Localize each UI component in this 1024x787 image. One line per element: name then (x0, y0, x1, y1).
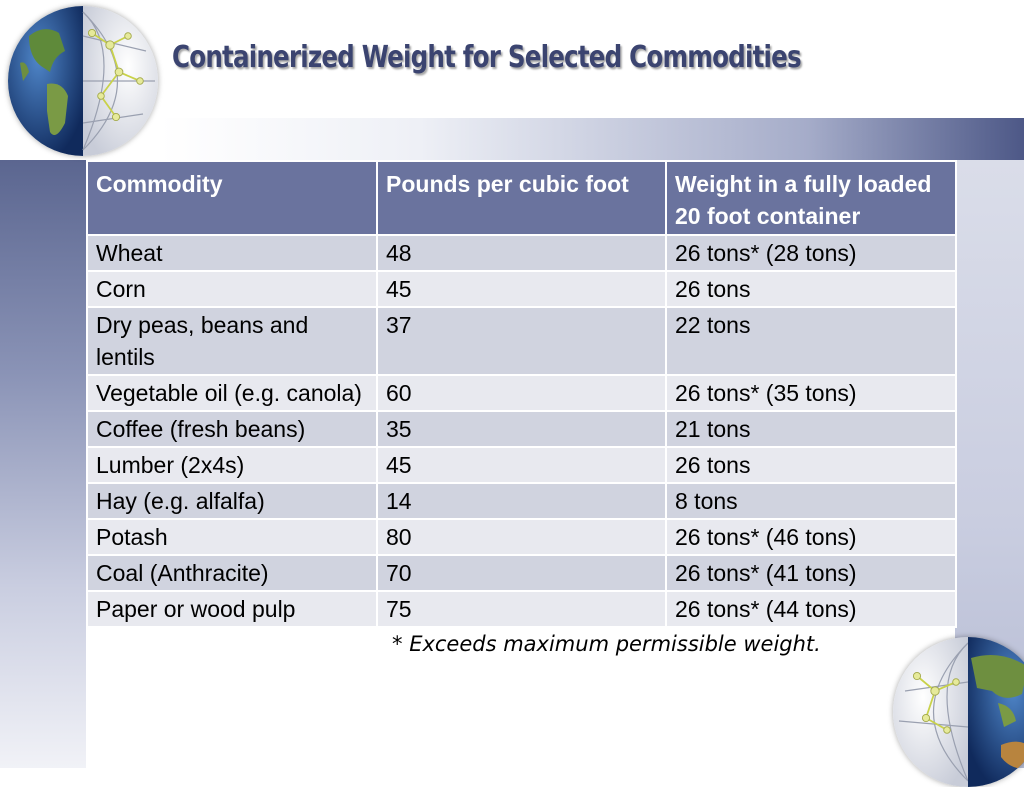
commodity-cell: Coal (Anthracite) (86, 554, 378, 592)
commodity-cell: Wheat (86, 234, 378, 272)
density-cell: 75 (376, 590, 667, 628)
header-pounds-per-cubic-foot: Pounds per cubic foot (376, 160, 667, 236)
slide-title: Containerized Weight for Selected Commod… (172, 40, 802, 75)
weight-cell: 26 tons (665, 270, 957, 308)
table-row: Wheat 48 26 tons* (28 tons) (86, 234, 957, 272)
weight-cell: 26 tons* (28 tons) (665, 234, 957, 272)
weight-cell: 26 tons* (46 tons) (665, 518, 957, 556)
weight-cell: 8 tons (665, 482, 957, 520)
table-row: Dry peas, beans and lentils 37 22 tons (86, 306, 957, 376)
density-cell: 14 (376, 482, 667, 520)
header-container-weight: Weight in a fully loaded 20 foot contain… (665, 160, 957, 236)
density-cell: 70 (376, 554, 667, 592)
table-row: Corn 45 26 tons (86, 270, 957, 308)
weight-cell: 26 tons* (35 tons) (665, 374, 957, 412)
header-commodity: Commodity (86, 160, 378, 236)
footnote-text: Exceeds maximum permissible weight. (409, 632, 821, 656)
left-gradient-panel (0, 160, 86, 768)
globe-network-icon (893, 637, 1024, 787)
footnote-asterisk: * (392, 632, 403, 656)
commodity-cell: Vegetable oil (e.g. canola) (86, 374, 378, 412)
table-row: Coffee (fresh beans) 35 21 tons (86, 410, 957, 448)
weight-cell: 26 tons (665, 446, 957, 484)
commodity-cell: Hay (e.g. alfalfa) (86, 482, 378, 520)
commodity-cell: Dry peas, beans and lentils (86, 306, 378, 376)
commodity-cell: Corn (86, 270, 378, 308)
density-cell: 45 (376, 446, 667, 484)
header-gradient-band (160, 118, 1024, 160)
density-cell: 37 (376, 306, 667, 376)
density-cell: 48 (376, 234, 667, 272)
commodity-weight-table: Commodity Pounds per cubic foot Weight i… (86, 160, 957, 628)
density-cell: 80 (376, 518, 667, 556)
table-row: Lumber (2x4s) 45 26 tons (86, 446, 957, 484)
table-row: Vegetable oil (e.g. canola) 60 26 tons* … (86, 374, 957, 412)
weight-cell: 26 tons* (41 tons) (665, 554, 957, 592)
weight-cell: 22 tons (665, 306, 957, 376)
density-cell: 60 (376, 374, 667, 412)
commodity-cell: Lumber (2x4s) (86, 446, 378, 484)
table-header-row: Commodity Pounds per cubic foot Weight i… (86, 160, 957, 236)
weight-cell: 21 tons (665, 410, 957, 448)
weight-cell: 26 tons* (44 tons) (665, 590, 957, 628)
commodity-cell: Coffee (fresh beans) (86, 410, 378, 448)
table-row: Coal (Anthracite) 70 26 tons* (41 tons) (86, 554, 957, 592)
table-row: Potash 80 26 tons* (46 tons) (86, 518, 957, 556)
table-row: Paper or wood pulp 75 26 tons* (44 tons) (86, 590, 957, 628)
commodity-cell: Potash (86, 518, 378, 556)
density-cell: 35 (376, 410, 667, 448)
globe-network-icon (8, 6, 158, 156)
footnote: * Exceeds maximum permissible weight. (392, 632, 821, 656)
table-row: Hay (e.g. alfalfa) 14 8 tons (86, 482, 957, 520)
density-cell: 45 (376, 270, 667, 308)
commodity-cell: Paper or wood pulp (86, 590, 378, 628)
